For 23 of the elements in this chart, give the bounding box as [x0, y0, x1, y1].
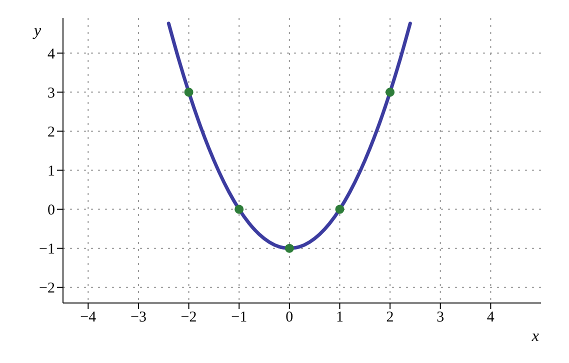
x-tick-label: −1 — [231, 310, 248, 326]
x-axis-title: x — [530, 328, 539, 345]
x-tick-label: −4 — [80, 310, 97, 326]
y-tick-label: 0 — [48, 202, 55, 219]
y-tick-label: −2 — [39, 280, 55, 297]
y-tick-label: 2 — [48, 124, 55, 141]
x-tick-label: 0 — [286, 310, 294, 326]
y-tick-label: −1 — [39, 242, 55, 258]
point — [284, 244, 294, 253]
y-tick-label: 4 — [48, 46, 56, 62]
x-tick-label: 2 — [386, 310, 394, 326]
point — [386, 88, 395, 97]
x-tick-label: −2 — [180, 310, 197, 326]
y-tick-label: 1 — [48, 164, 55, 180]
y-axis-title: y — [32, 22, 42, 40]
point — [234, 204, 244, 214]
x-tick-label: 4 — [486, 310, 495, 326]
y-tick-label: 3 — [48, 86, 55, 102]
x-tick-label: −3 — [130, 310, 146, 326]
point — [184, 88, 194, 97]
x-tick-label: 1 — [336, 310, 344, 326]
point — [335, 204, 344, 214]
x-tick-label: 3 — [436, 310, 444, 326]
